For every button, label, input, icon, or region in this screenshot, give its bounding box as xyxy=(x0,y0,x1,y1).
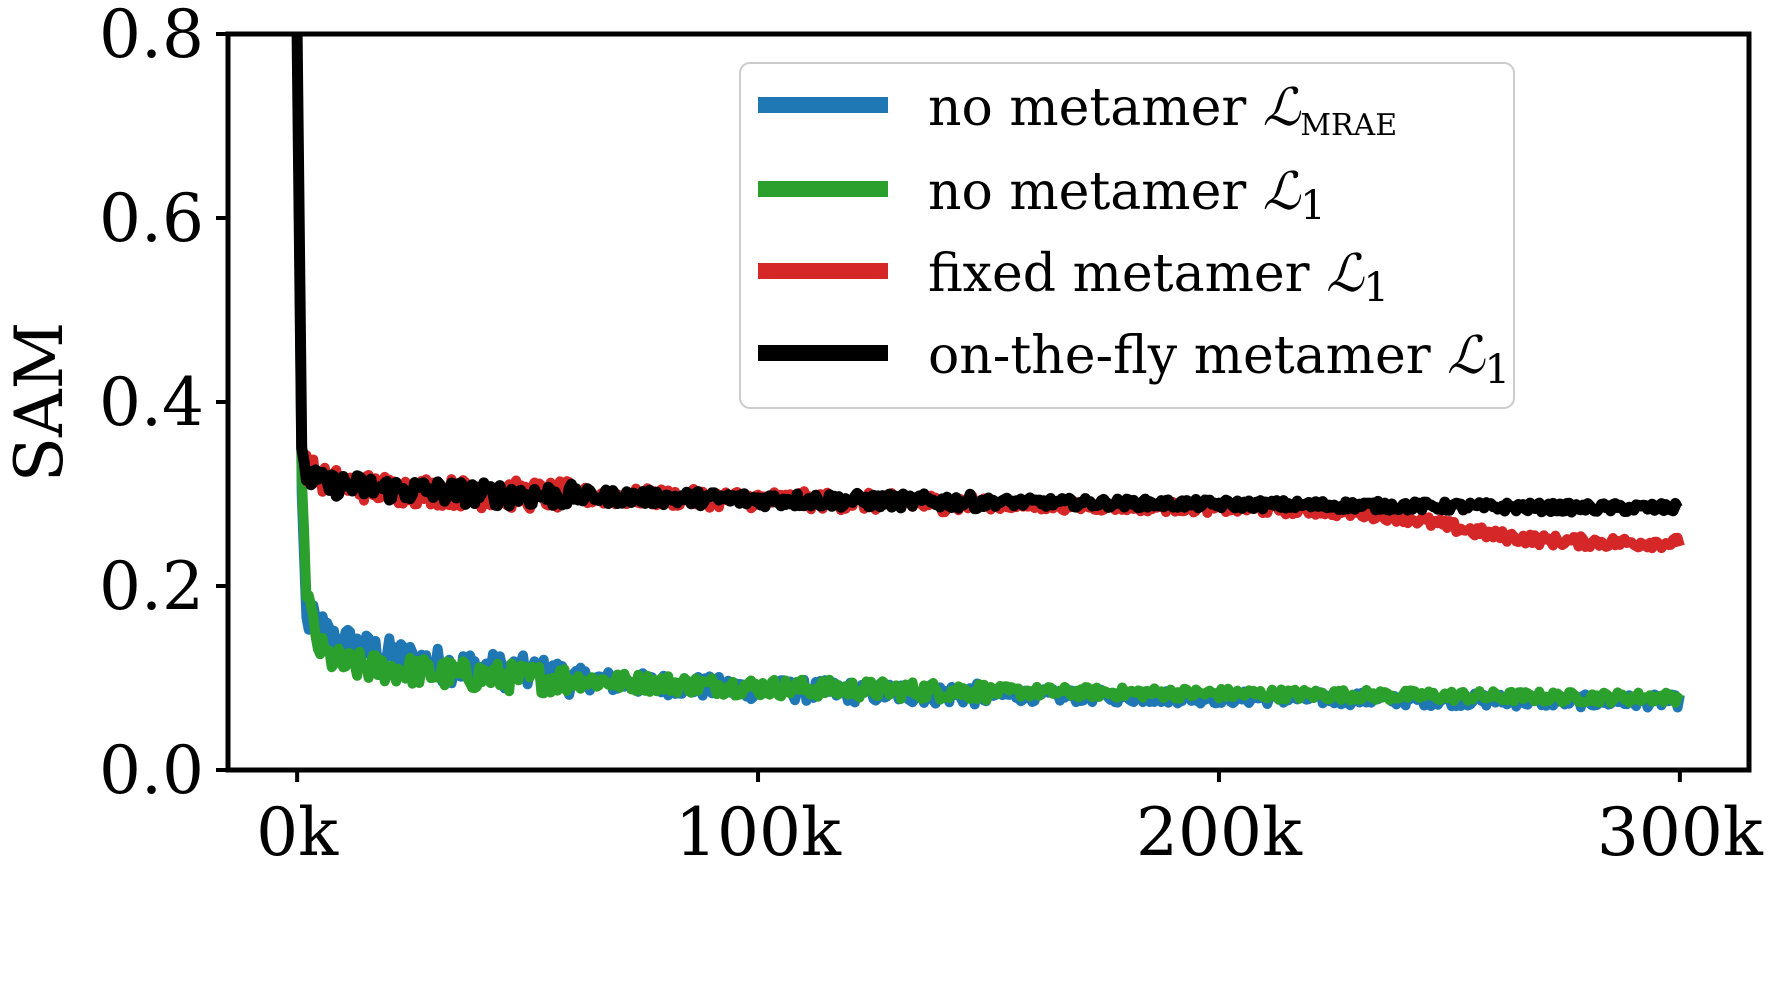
y-tick-label: 0.2 xyxy=(99,548,204,625)
legend-label: no metamer ℒMRAE xyxy=(928,78,1397,143)
y-tick-label: 0.6 xyxy=(99,180,204,257)
legend: no metamer ℒMRAE no metamer ℒ1 fixed metam… xyxy=(739,62,1515,409)
series-layer xyxy=(291,33,1685,713)
y-axis-label: SAM xyxy=(1,322,78,482)
legend-box xyxy=(739,62,1515,409)
x-tick-label: 0k xyxy=(256,794,339,871)
ticks-layer: 0.0 0.2 0.4 0.6 0.8 0k 100k 200k 300k xyxy=(99,0,1764,871)
series-line-3 xyxy=(291,33,1684,518)
x-tick-label: 200k xyxy=(1136,794,1303,871)
legend-label: no metamer ℒ1 xyxy=(928,162,1326,229)
y-tick-label: 0.4 xyxy=(99,364,204,441)
legend-label: on-the-fly metamer ℒ1 xyxy=(928,326,1510,393)
series-line-1 xyxy=(292,33,1684,708)
y-tick-label: 0.8 xyxy=(99,0,204,73)
x-tick-label: 300k xyxy=(1597,794,1764,871)
x-tick-label: 100k xyxy=(675,794,842,871)
y-tick-label: 0.0 xyxy=(99,732,204,809)
legend-label: fixed metamer ℒ1 xyxy=(928,244,1389,311)
